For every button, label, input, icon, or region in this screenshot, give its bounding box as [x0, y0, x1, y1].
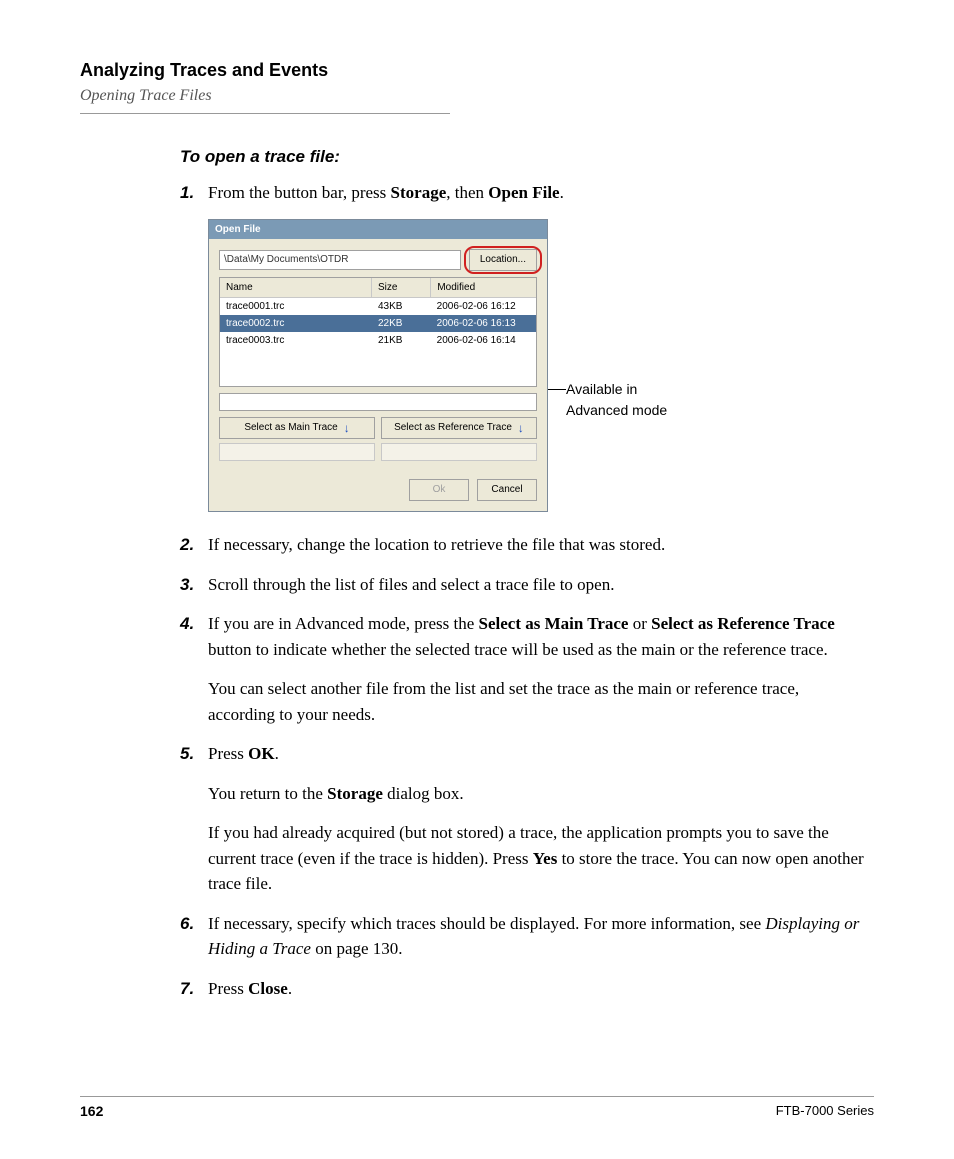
- select-reference-trace-button[interactable]: Select as Reference Trace ↓: [381, 417, 537, 439]
- bold-storage: Storage: [391, 183, 447, 202]
- file-list[interactable]: Name Size Modified trace0001.trc 43KB 20…: [219, 277, 537, 387]
- col-modified: Modified: [431, 278, 536, 297]
- step-number: 7.: [180, 976, 208, 1002]
- text: on page 130.: [311, 939, 403, 958]
- callout-advanced-mode: Available in Advanced mode: [566, 379, 667, 421]
- bold: Select as Main Trace: [479, 614, 629, 633]
- bold: Select as Reference Trace: [651, 614, 835, 633]
- cell-modified: 2006-02-06 16:14: [431, 332, 536, 349]
- text: You can select another file from the lis…: [208, 676, 864, 727]
- file-row[interactable]: trace0003.trc 21KB 2006-02-06 16:14: [220, 332, 536, 349]
- step-4: 4. If you are in Advanced mode, press th…: [180, 611, 864, 727]
- select-main-trace-button[interactable]: Select as Main Trace ↓: [219, 417, 375, 439]
- text: button to indicate whether the selected …: [208, 640, 828, 659]
- step-6: 6. If necessary, specify which traces sh…: [180, 911, 864, 962]
- screenshot-wrapper: Open File \Data\My Documents\OTDR Locati…: [208, 219, 864, 512]
- callout-leader-line: [548, 389, 566, 390]
- main-trace-slot: [219, 443, 375, 461]
- cell-name: trace0001.trc: [220, 298, 372, 315]
- bold-open-file: Open File: [488, 183, 559, 202]
- step-1: 1. From the button bar, press Storage, t…: [180, 180, 864, 206]
- path-input[interactable]: \Data\My Documents\OTDR: [219, 250, 461, 270]
- step-number: 1.: [180, 180, 208, 206]
- header-rule: [80, 113, 450, 114]
- cell-size: 21KB: [372, 332, 431, 349]
- page-footer: 162 FTB-7000 Series: [80, 1096, 874, 1119]
- bold: Yes: [533, 849, 558, 868]
- text: , then: [446, 183, 488, 202]
- cell-size: 43KB: [372, 298, 431, 315]
- step-3: 3. Scroll through the list of files and …: [180, 572, 864, 598]
- section-title: Opening Trace Files: [80, 87, 874, 105]
- file-list-header: Name Size Modified: [220, 278, 536, 298]
- arrow-down-icon: ↓: [344, 418, 350, 438]
- step-number: 3.: [180, 572, 208, 598]
- ok-button[interactable]: Ok: [409, 479, 469, 501]
- text: or: [628, 614, 651, 633]
- step-5: 5. Press OK. You return to the Storage d…: [180, 741, 864, 897]
- highlight-circle: [464, 246, 542, 274]
- text: Press: [208, 979, 248, 998]
- bold: OK: [248, 744, 274, 763]
- bold: Storage: [327, 784, 383, 803]
- step-body: Press OK. You return to the Storage dial…: [208, 741, 864, 897]
- cancel-button[interactable]: Cancel: [477, 479, 537, 501]
- series-label: FTB-7000 Series: [776, 1103, 874, 1119]
- text: .: [288, 979, 292, 998]
- step-list: 1. From the button bar, press Storage, t…: [180, 180, 864, 206]
- cell-name: trace0002.trc: [220, 315, 372, 332]
- step-number: 2.: [180, 532, 208, 558]
- content-body: To open a trace file: 1. From the button…: [180, 144, 864, 1001]
- step-list-cont: 2. If necessary, change the location to …: [180, 532, 864, 1001]
- file-row-selected[interactable]: trace0002.trc 22KB 2006-02-06 16:13: [220, 315, 536, 332]
- text: Scroll through the list of files and sel…: [208, 572, 864, 598]
- step-body: From the button bar, press Storage, then…: [208, 180, 864, 206]
- step-body: Scroll through the list of files and sel…: [208, 572, 864, 598]
- text: Press: [208, 744, 248, 763]
- button-label: Select as Reference Trace: [394, 418, 512, 438]
- step-2: 2. If necessary, change the location to …: [180, 532, 864, 558]
- step-number: 4.: [180, 611, 208, 727]
- step-body: If necessary, specify which traces shoul…: [208, 911, 864, 962]
- cell-modified: 2006-02-06 16:12: [431, 298, 536, 315]
- col-size: Size: [372, 278, 431, 297]
- chapter-title: Analyzing Traces and Events: [80, 60, 874, 81]
- callout-line1: Available in: [566, 379, 667, 400]
- step-number: 5.: [180, 741, 208, 897]
- text: .: [275, 744, 279, 763]
- step-body: If you are in Advanced mode, press the S…: [208, 611, 864, 727]
- open-file-dialog: Open File \Data\My Documents\OTDR Locati…: [208, 219, 548, 512]
- dialog-title-bar: Open File: [209, 220, 547, 239]
- step-7: 7. Press Close.: [180, 976, 864, 1002]
- step-body: If necessary, change the location to ret…: [208, 532, 864, 558]
- cell-modified: 2006-02-06 16:13: [431, 315, 536, 332]
- procedure-title: To open a trace file:: [180, 144, 864, 170]
- text: .: [560, 183, 564, 202]
- filename-field[interactable]: [219, 393, 537, 411]
- text: If you are in Advanced mode, press the: [208, 614, 479, 633]
- callout-line2: Advanced mode: [566, 400, 667, 421]
- text: You return to the: [208, 784, 327, 803]
- text: From the button bar, press: [208, 183, 391, 202]
- button-label: Select as Main Trace: [244, 418, 337, 438]
- cell-size: 22KB: [372, 315, 431, 332]
- arrow-down-icon: ↓: [518, 418, 524, 438]
- step-number: 6.: [180, 911, 208, 962]
- text: dialog box.: [383, 784, 464, 803]
- cell-name: trace0003.trc: [220, 332, 372, 349]
- bold: Close: [248, 979, 288, 998]
- col-name: Name: [220, 278, 372, 297]
- file-row[interactable]: trace0001.trc 43KB 2006-02-06 16:12: [220, 298, 536, 315]
- location-button[interactable]: Location...: [469, 249, 537, 271]
- text: If necessary, specify which traces shoul…: [208, 914, 765, 933]
- step-body: Press Close.: [208, 976, 864, 1002]
- reference-trace-slot: [381, 443, 537, 461]
- page-number: 162: [80, 1103, 103, 1119]
- text: If necessary, change the location to ret…: [208, 532, 864, 558]
